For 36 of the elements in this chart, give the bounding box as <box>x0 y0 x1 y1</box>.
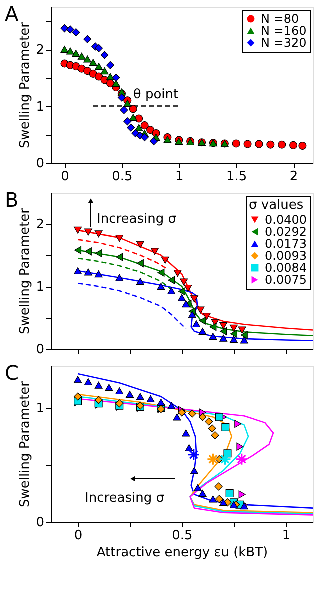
legend-label: N =160 <box>261 24 307 38</box>
legend-label: N =80 <box>261 12 300 26</box>
y-tick-label: 2 <box>36 218 44 233</box>
y-tick-label: 0 <box>36 342 44 358</box>
legend-label: 0.0093 <box>265 249 307 263</box>
legend-label: 0.0173 <box>265 237 307 251</box>
legend-label: 0.0084 <box>265 261 307 275</box>
y-axis-title: Swelling Parameter <box>18 22 34 148</box>
y-tick-label: 2 <box>36 43 44 58</box>
legend-label: 0.0075 <box>265 273 307 287</box>
annotation: θ point <box>133 87 179 102</box>
x-tick-label: 0.5 <box>172 528 193 544</box>
y-tick-label: 1 <box>36 402 44 417</box>
x-tick-label: 0 <box>74 528 83 544</box>
chart-title: B <box>5 188 19 212</box>
legend-label: N =320 <box>261 36 307 50</box>
y-tick-label: 1 <box>36 280 44 296</box>
x-tick-label: 0.5 <box>112 170 133 184</box>
x-tick-label: 1.5 <box>226 170 248 184</box>
legend-label: 0.0400 <box>265 213 307 227</box>
y-tick-label: 0 <box>36 156 44 172</box>
y-axis-title: Swelling Parameter <box>18 208 34 334</box>
x-tick-label: 1 <box>176 170 184 184</box>
chart-title: A <box>5 2 19 26</box>
annotation: Increasing σ <box>97 212 176 227</box>
y-tick-label: 1 <box>36 100 44 115</box>
y-axis-title: Swelling Parameter <box>18 380 34 508</box>
x-axis-title: Attractive energy εu (kBT) <box>96 546 268 560</box>
annotation: Increasing σ <box>85 491 164 506</box>
y-tick-label: 0 <box>36 516 44 530</box>
x-tick-label: 0 <box>61 170 70 184</box>
legend-label: 0.0292 <box>265 225 307 239</box>
legend-title: σ values <box>249 198 304 213</box>
x-tick-label: 1 <box>282 528 291 544</box>
chart-title: C <box>5 361 19 385</box>
x-tick-label: 2 <box>290 170 298 184</box>
